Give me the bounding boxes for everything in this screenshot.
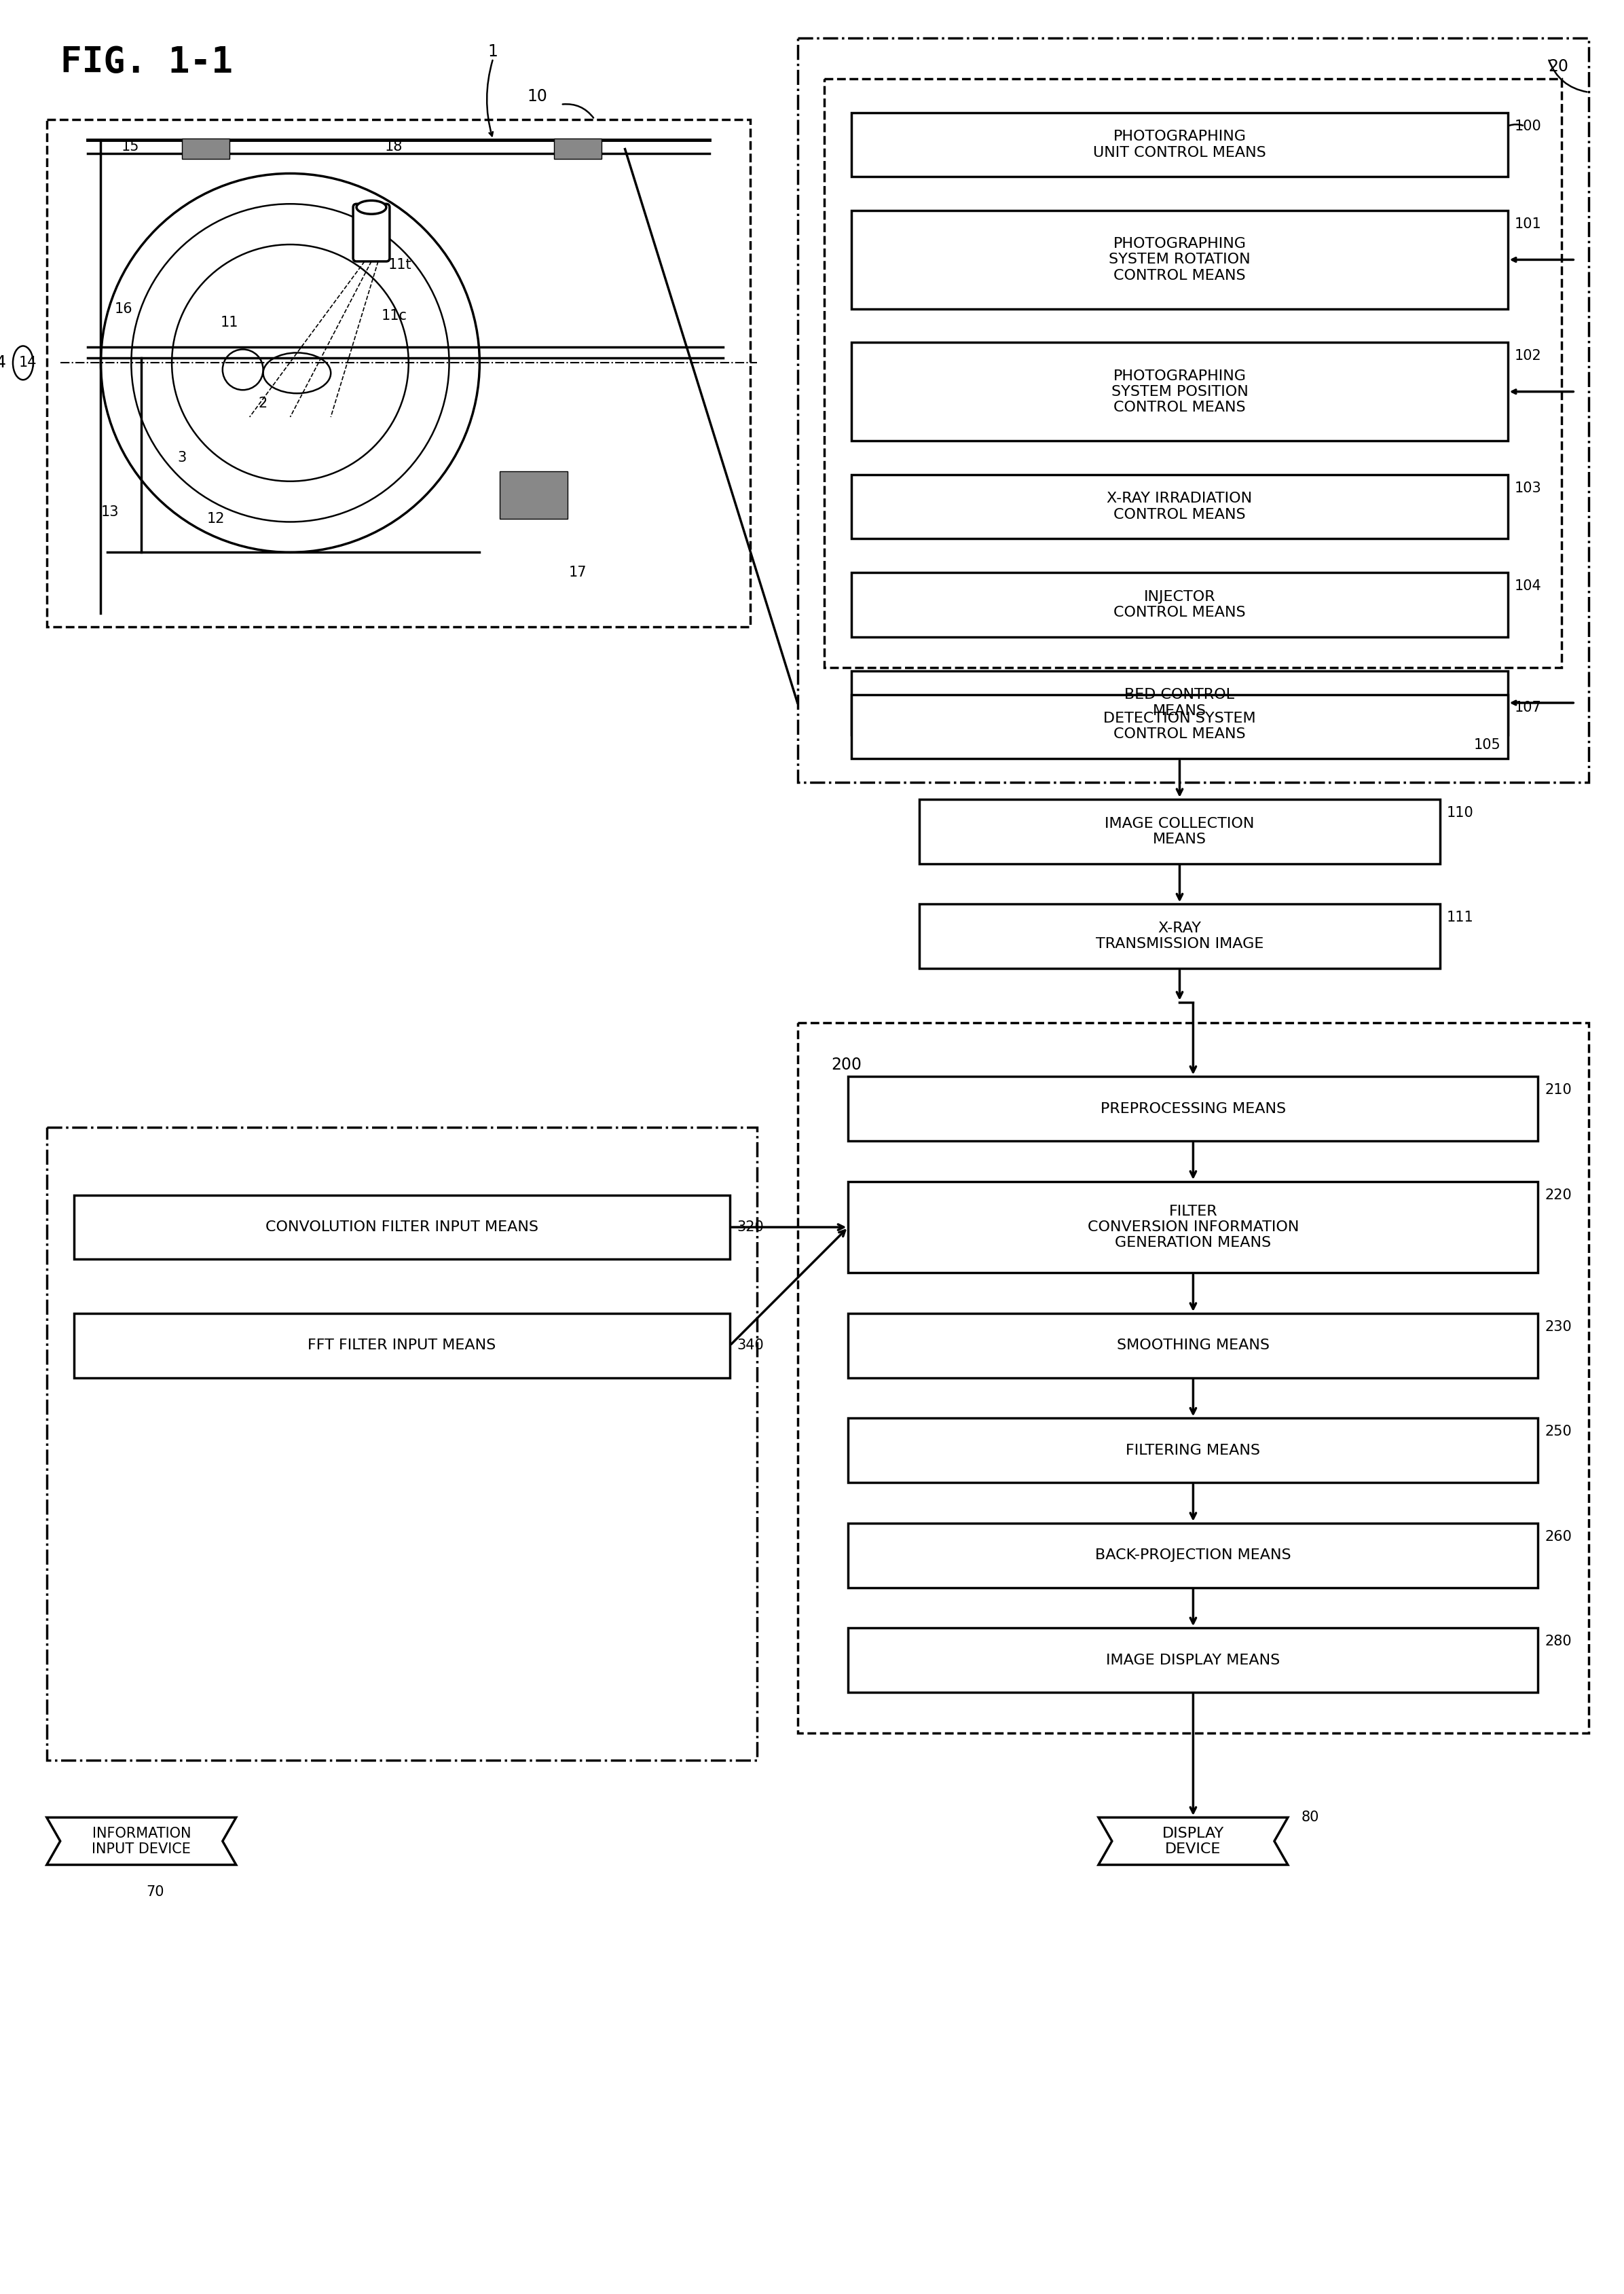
Text: FFT FILTER INPUT MEANS: FFT FILTER INPUT MEANS (307, 1340, 495, 1353)
Text: 107: 107 (1515, 702, 1541, 716)
Text: 101: 101 (1515, 218, 1541, 232)
Text: 18: 18 (385, 140, 403, 154)
Text: 105: 105 (1475, 739, 1501, 752)
Text: IMAGE COLLECTION
MEANS: IMAGE COLLECTION MEANS (1104, 817, 1254, 846)
Bar (47, 119, 750, 626)
Bar (554, 138, 601, 158)
FancyBboxPatch shape (851, 342, 1507, 440)
Text: 102: 102 (1515, 349, 1541, 362)
Text: 103: 103 (1515, 482, 1541, 496)
FancyBboxPatch shape (851, 695, 1507, 759)
Ellipse shape (357, 200, 387, 213)
Text: X-RAY IRRADIATION
CONTROL MEANS: X-RAY IRRADIATION CONTROL MEANS (1108, 491, 1252, 521)
Text: FILTERING MEANS: FILTERING MEANS (1125, 1443, 1260, 1457)
Text: PHOTOGRAPHING
SYSTEM ROTATION
CONTROL MEANS: PHOTOGRAPHING SYSTEM ROTATION CONTROL ME… (1109, 236, 1250, 282)
Polygon shape (47, 1817, 235, 1865)
Text: INFORMATION
INPUT DEVICE: INFORMATION INPUT DEVICE (93, 1826, 192, 1856)
Text: X-RAY
TRANSMISSION IMAGE: X-RAY TRANSMISSION IMAGE (1096, 922, 1263, 952)
Text: IMAGE DISPLAY MEANS: IMAGE DISPLAY MEANS (1106, 1654, 1280, 1668)
Bar (797, 39, 1588, 782)
Text: 250: 250 (1544, 1425, 1572, 1438)
Text: 230: 230 (1544, 1319, 1572, 1333)
Text: 16: 16 (114, 303, 133, 317)
Text: BED CONTROL
MEANS: BED CONTROL MEANS (1125, 688, 1234, 718)
Text: 20: 20 (1548, 57, 1569, 76)
FancyBboxPatch shape (851, 211, 1507, 310)
Text: 340: 340 (737, 1340, 763, 1353)
Text: 11c: 11c (382, 310, 408, 323)
Bar (825, 78, 1562, 668)
Polygon shape (1098, 1817, 1288, 1865)
Text: FILTER
CONVERSION INFORMATION
GENERATION MEANS: FILTER CONVERSION INFORMATION GENERATION… (1088, 1204, 1299, 1250)
FancyBboxPatch shape (851, 670, 1507, 734)
Text: 17: 17 (568, 567, 586, 580)
FancyBboxPatch shape (848, 1314, 1538, 1379)
Text: 2: 2 (258, 397, 268, 411)
FancyBboxPatch shape (919, 904, 1440, 968)
Text: 4: 4 (0, 356, 6, 372)
FancyBboxPatch shape (848, 1181, 1538, 1273)
Text: 13: 13 (101, 505, 119, 518)
FancyBboxPatch shape (848, 1076, 1538, 1140)
Text: DETECTION SYSTEM
CONTROL MEANS: DETECTION SYSTEM CONTROL MEANS (1103, 711, 1255, 741)
Text: 110: 110 (1447, 805, 1473, 819)
Text: PHOTOGRAPHING
UNIT CONTROL MEANS: PHOTOGRAPHING UNIT CONTROL MEANS (1093, 131, 1267, 158)
Text: 12: 12 (206, 512, 224, 525)
FancyBboxPatch shape (848, 1629, 1538, 1693)
FancyBboxPatch shape (848, 1418, 1538, 1482)
FancyBboxPatch shape (848, 1523, 1538, 1587)
FancyBboxPatch shape (73, 1314, 729, 1379)
Text: FIG. 1-1: FIG. 1-1 (60, 46, 232, 80)
Bar (797, 1023, 1588, 1732)
Text: 111: 111 (1447, 911, 1473, 924)
Text: INJECTOR
CONTROL MEANS: INJECTOR CONTROL MEANS (1114, 590, 1246, 619)
Text: 70: 70 (146, 1886, 164, 1899)
Text: DISPLAY
DEVICE: DISPLAY DEVICE (1163, 1826, 1224, 1856)
Text: 80: 80 (1301, 1810, 1319, 1824)
Text: 210: 210 (1544, 1083, 1572, 1097)
Bar (47, 1126, 757, 1759)
Text: PREPROCESSING MEANS: PREPROCESSING MEANS (1101, 1101, 1286, 1115)
Text: 11: 11 (221, 317, 239, 328)
Text: 15: 15 (122, 140, 140, 154)
Bar (500, 470, 567, 518)
Text: BACK-PROJECTION MEANS: BACK-PROJECTION MEANS (1095, 1548, 1291, 1562)
Text: 200: 200 (831, 1055, 862, 1074)
Text: 320: 320 (737, 1220, 763, 1234)
Circle shape (175, 248, 404, 477)
Text: PHOTOGRAPHING
SYSTEM POSITION
CONTROL MEANS: PHOTOGRAPHING SYSTEM POSITION CONTROL ME… (1111, 369, 1249, 415)
FancyBboxPatch shape (851, 574, 1507, 638)
Text: CONVOLUTION FILTER INPUT MEANS: CONVOLUTION FILTER INPUT MEANS (265, 1220, 538, 1234)
Text: 104: 104 (1515, 580, 1541, 592)
Text: 11t: 11t (388, 257, 412, 271)
Bar (182, 138, 229, 158)
FancyBboxPatch shape (919, 798, 1440, 863)
FancyBboxPatch shape (851, 112, 1507, 177)
FancyBboxPatch shape (851, 475, 1507, 539)
Text: 100: 100 (1515, 119, 1541, 133)
Text: 14: 14 (18, 356, 37, 369)
Text: 1: 1 (489, 44, 499, 60)
Text: SMOOTHING MEANS: SMOOTHING MEANS (1117, 1340, 1270, 1353)
Text: 10: 10 (526, 87, 547, 106)
Text: 3: 3 (177, 452, 187, 463)
Text: 220: 220 (1544, 1188, 1572, 1202)
Text: 260: 260 (1544, 1530, 1572, 1544)
FancyBboxPatch shape (352, 204, 390, 262)
FancyBboxPatch shape (73, 1195, 729, 1259)
Text: 280: 280 (1544, 1636, 1572, 1649)
